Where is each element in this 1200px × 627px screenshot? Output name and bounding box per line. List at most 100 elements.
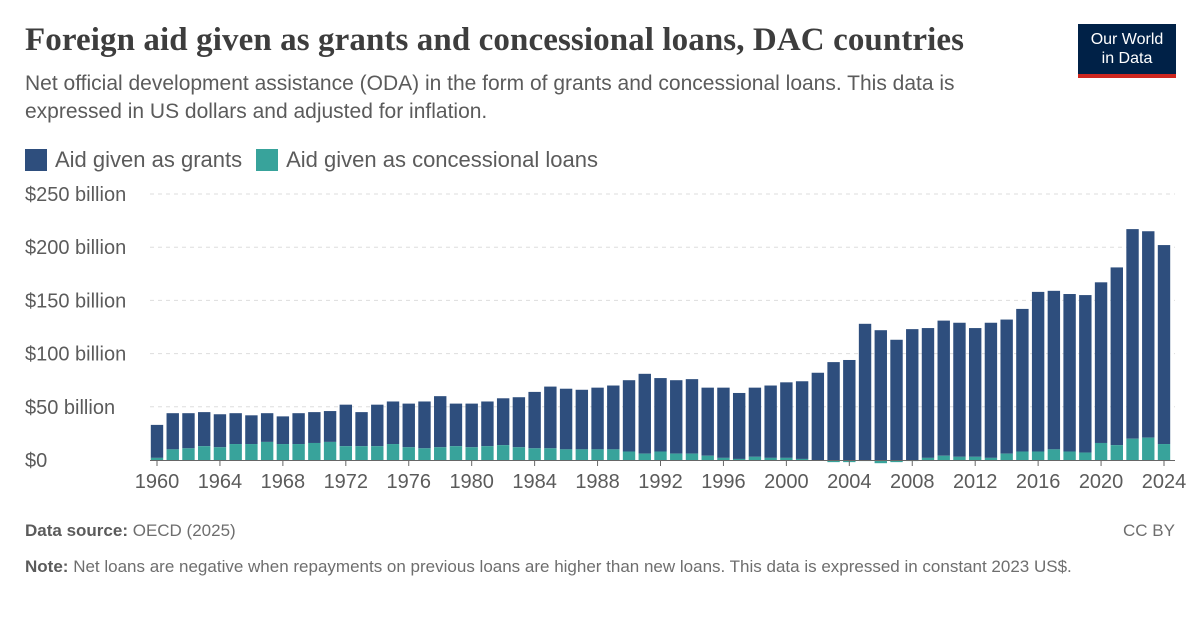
bar-grants bbox=[654, 378, 667, 452]
bar-loans bbox=[607, 449, 620, 460]
bar-loans bbox=[748, 456, 762, 460]
bar-grants bbox=[1110, 267, 1123, 446]
bar-grants bbox=[811, 372, 825, 460]
bar-grants bbox=[308, 412, 321, 443]
source-label: Data source: bbox=[25, 521, 128, 540]
bar-loans bbox=[245, 444, 258, 460]
bar-loans bbox=[1000, 453, 1013, 460]
bar-loans bbox=[717, 457, 730, 460]
bar-loans bbox=[292, 444, 305, 460]
bar-grants bbox=[323, 411, 337, 442]
y-tick-label: $0 bbox=[25, 450, 47, 472]
bar-loans bbox=[827, 460, 840, 463]
bar-grants bbox=[1094, 282, 1108, 443]
logo-line-1: Our World bbox=[1090, 31, 1164, 48]
x-tick-label: 1968 bbox=[261, 471, 306, 493]
bar-grants bbox=[575, 389, 589, 450]
bar-grants bbox=[843, 359, 856, 460]
bar-grants bbox=[434, 396, 447, 448]
bar-grants bbox=[260, 413, 274, 442]
bar-loans bbox=[622, 451, 636, 460]
bar-grants bbox=[685, 379, 699, 454]
bar-grants bbox=[402, 403, 415, 448]
bar-loans bbox=[544, 448, 557, 460]
note-text: Net loans are negative when repayments o… bbox=[73, 557, 1072, 576]
bar-loans bbox=[150, 457, 164, 460]
bar-grants bbox=[544, 386, 557, 449]
bar-loans bbox=[418, 448, 431, 460]
bar-loans bbox=[921, 457, 935, 460]
bar-grants bbox=[292, 413, 305, 445]
bar-loans bbox=[213, 447, 227, 460]
legend-item-loans[interactable]: Aid given as concessional loans bbox=[256, 147, 598, 173]
bar-loans bbox=[276, 444, 290, 460]
bar-grants bbox=[245, 415, 258, 445]
bar-grants bbox=[182, 413, 195, 449]
x-tick-label: 2016 bbox=[1016, 471, 1061, 493]
bar-loans bbox=[670, 453, 683, 460]
bar-loans bbox=[780, 457, 793, 460]
bar-loans bbox=[685, 453, 699, 460]
bar-grants bbox=[622, 380, 636, 452]
bar-grants bbox=[953, 322, 966, 457]
bar-grants bbox=[1000, 319, 1013, 454]
bar-grants bbox=[701, 387, 714, 456]
bar-loans bbox=[339, 446, 353, 460]
chart-note: Note: Net loans are negative when repaym… bbox=[25, 555, 1135, 578]
bar-grants bbox=[166, 413, 179, 450]
note-label: Note: bbox=[25, 557, 69, 576]
bar-grants bbox=[780, 382, 793, 458]
bar-loans bbox=[890, 460, 903, 463]
bar-grants bbox=[1079, 295, 1092, 453]
bar-loans bbox=[874, 460, 887, 464]
bar-loans bbox=[449, 446, 463, 460]
bar-grants bbox=[465, 403, 478, 448]
x-tick-label: 2000 bbox=[764, 471, 809, 493]
bar-loans bbox=[732, 458, 746, 460]
bar-loans bbox=[355, 446, 368, 460]
x-tick-label: 1992 bbox=[638, 471, 683, 493]
bar-grants bbox=[496, 398, 510, 446]
bar-loans bbox=[481, 446, 494, 460]
bar-grants bbox=[371, 404, 384, 447]
source-value[interactable]: OECD (2025) bbox=[132, 521, 236, 540]
bar-loans bbox=[260, 441, 274, 460]
bar-loans bbox=[1157, 444, 1171, 460]
bar-grants bbox=[528, 391, 541, 449]
bar-loans bbox=[512, 447, 526, 460]
bar-grants bbox=[355, 412, 368, 447]
bar-grants bbox=[1126, 229, 1139, 439]
bar-loans bbox=[764, 457, 777, 460]
bar-loans bbox=[795, 458, 809, 460]
legend-swatch-loans bbox=[256, 149, 279, 171]
bar-grants bbox=[607, 385, 620, 450]
bar-loans bbox=[1047, 449, 1061, 460]
bar-loans bbox=[1031, 451, 1045, 460]
y-tick-label: $200 billion bbox=[25, 237, 126, 259]
legend-item-grants[interactable]: Aid given as grants bbox=[25, 147, 242, 173]
y-tick-label: $50 billion bbox=[25, 397, 115, 419]
bar-grants bbox=[890, 339, 903, 460]
bar-loans bbox=[1016, 451, 1029, 460]
chart-legend: Aid given as grants Aid given as concess… bbox=[25, 147, 612, 173]
owid-logo[interactable]: Our World in Data bbox=[1078, 24, 1176, 78]
bar-loans bbox=[198, 446, 211, 460]
bar-grants bbox=[591, 387, 604, 450]
bar-loans bbox=[638, 453, 651, 460]
bar-loans bbox=[528, 448, 541, 460]
bar-grants bbox=[1157, 245, 1171, 445]
bar-grants bbox=[937, 320, 950, 456]
bar-grants bbox=[906, 329, 919, 460]
bar-grants bbox=[213, 414, 227, 448]
bar-loans bbox=[1063, 451, 1076, 460]
bar-grants bbox=[512, 397, 526, 448]
x-tick-label: 1988 bbox=[575, 471, 620, 493]
bar-grants bbox=[198, 412, 211, 447]
chart-title: Foreign aid given as grants and concessi… bbox=[25, 22, 965, 58]
x-tick-label: 1984 bbox=[512, 471, 557, 493]
bar-grants bbox=[339, 404, 353, 447]
bar-grants bbox=[717, 387, 730, 458]
bar-loans bbox=[323, 441, 337, 460]
bar-grants bbox=[1047, 290, 1061, 450]
license-link[interactable]: CC BY bbox=[1123, 521, 1175, 540]
